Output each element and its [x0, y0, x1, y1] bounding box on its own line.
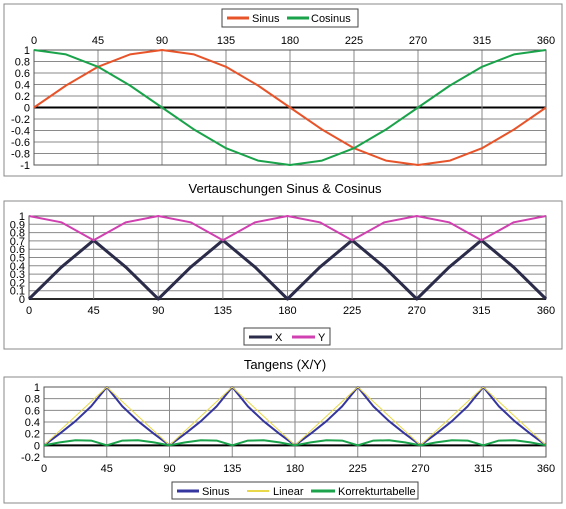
x-tick-label: 45: [101, 463, 113, 475]
panel-1-legend: Sinus Cosinus: [221, 8, 359, 28]
y-tick-label: 0.6: [25, 405, 40, 417]
x-tick-label: 45: [88, 305, 100, 317]
legend-label-korrekturtabelle: Korrekturtabelle: [338, 486, 416, 498]
plot-area-1: 10.80.60.40.20-0.2-0.4-0.6-0.8-10 45 90 135…: [11, 35, 555, 172]
x-tick-label: 225: [343, 305, 361, 317]
y-tick-label: 0.3: [10, 269, 25, 281]
y-tick-label: -0.2: [11, 114, 30, 126]
x-tick-label: 90: [152, 305, 164, 317]
x-tick-label: 360: [537, 305, 555, 317]
y-tick-label: 0.8: [15, 57, 30, 69]
series-line-sinus: [33, 49, 547, 166]
legend-label-cosinus: Cosinus: [311, 13, 351, 25]
y-tick-label: 0.2: [10, 277, 25, 289]
y-tick-label: -0.4: [11, 126, 30, 138]
panel-3-legend: Sinus Linear Korrekturtabelle: [171, 481, 419, 500]
series-line-cosinus: [33, 49, 547, 166]
x-tick-label: 135: [223, 463, 241, 475]
legend-label-linear: Linear: [273, 486, 304, 498]
x-tick-label: 270: [408, 305, 426, 317]
legend-label-sinus: Sinus: [252, 13, 280, 25]
y-tick-label: 1: [24, 45, 30, 57]
y-tick-label: 0.5: [10, 253, 25, 265]
y-tick-label: 0.9: [10, 219, 25, 231]
x-tick-label: 225: [349, 463, 367, 475]
x-tick-label: 270: [409, 35, 427, 47]
panel-2-frame: [3, 200, 563, 350]
x-tick-label: 360: [537, 463, 555, 475]
x-tick-label: 315: [473, 35, 491, 47]
legend-box: [171, 481, 419, 500]
legend-label-sinus: Sinus: [202, 486, 230, 498]
y-tick-label: 0.2: [15, 91, 30, 103]
x-tick-label: 0: [26, 305, 32, 317]
x-tick-label: 135: [214, 305, 232, 317]
x-tick-label: 360: [537, 35, 555, 47]
legend-box: [243, 327, 331, 346]
y-tick-label: 0.7: [10, 236, 25, 248]
y-tick-label: 0.1: [10, 286, 25, 298]
y-tick-label: 0.4: [15, 80, 30, 92]
y-tick-label: -0.8: [11, 149, 30, 161]
plot-border: [43, 386, 547, 458]
y-tick-label: 0.8: [10, 228, 25, 240]
y-tick-label: 0.4: [25, 417, 40, 429]
y-tick-label: 0: [34, 440, 40, 452]
y-tick-label: 1: [19, 211, 25, 223]
x-tick-label: 270: [411, 463, 429, 475]
y-tick-label: -0.6: [11, 137, 30, 149]
series-line-y: [28, 215, 547, 242]
y-tick-label: 0.6: [10, 244, 25, 256]
y-tick-label: 1: [34, 382, 40, 394]
y-tick-label: 0: [24, 103, 30, 115]
series-line-x: [27, 238, 548, 301]
y-tick-label: -0.2: [21, 452, 40, 464]
x-tick-label: 0: [31, 35, 37, 47]
panel-2-legend: X Y: [243, 327, 331, 346]
x-tick-label: 135: [217, 35, 235, 47]
y-tick-label: 0.4: [10, 261, 25, 273]
plot-area-3: 10.80.60.40.20-0.20 45 90 135 180 225 270 315 36…: [21, 382, 555, 475]
series-line-korrekturtabelle: [43, 439, 547, 447]
y-tick-label: -1: [20, 160, 30, 172]
x-tick-label: 90: [163, 463, 175, 475]
y-tick-label: 0: [19, 294, 25, 306]
panel-1-frame: [3, 3, 563, 177]
legend-label-x: X: [275, 332, 283, 344]
chart-2-title: Vertauschungen Sinus & Cosinus: [189, 181, 382, 196]
y-tick-label: 0.2: [25, 429, 40, 441]
x-tick-label: 315: [474, 463, 492, 475]
y-tick-label: 0.8: [25, 394, 40, 406]
chart-3-title: Tangens (X/Y): [244, 357, 326, 372]
x-tick-label: 225: [345, 35, 363, 47]
x-tick-label: 45: [92, 35, 104, 47]
x-tick-label: 180: [286, 463, 304, 475]
x-tick-label: 180: [278, 305, 296, 317]
x-tick-label: 315: [472, 305, 490, 317]
x-tick-label: 180: [281, 35, 299, 47]
x-tick-label: 90: [156, 35, 168, 47]
legend-label-y: Y: [318, 332, 326, 344]
plot-area-2: 10.90.80.70.60.50.40.30.20.100 45 90 135 180…: [10, 211, 555, 317]
y-tick-label: 0.6: [15, 68, 30, 80]
x-tick-label: 0: [41, 463, 47, 475]
